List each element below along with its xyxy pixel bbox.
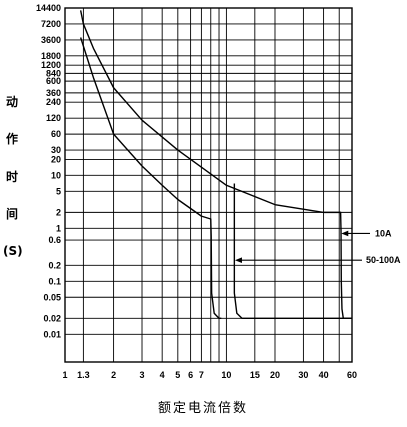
x-tick-label-14: 40 xyxy=(319,370,329,380)
y-tick-label-3: 1800 xyxy=(41,51,61,61)
y-axis-label-char-4: 间 xyxy=(6,207,19,221)
y-tick-label-8: 240 xyxy=(46,97,61,107)
series-line-1 xyxy=(79,10,352,320)
x-axis-title: 额定电流倍数 xyxy=(158,401,249,416)
x-tick-label-6: 6 xyxy=(188,370,193,380)
y-axis-label-unit: (S) xyxy=(3,244,23,258)
x-tick-label-11: 15 xyxy=(250,370,260,380)
y-tick-label-20: 0.05 xyxy=(43,292,61,302)
y-tick-label-21: 0.02 xyxy=(43,313,61,323)
annotations: 10A 50-100A xyxy=(234,228,401,265)
x-tick-label-10: 10 xyxy=(221,370,231,380)
x-tick-label-13: 30 xyxy=(298,370,308,380)
y-tick-label-17: 0.6 xyxy=(48,235,61,245)
x-tick-label-2: 2 xyxy=(111,370,116,380)
annotation-label-1: 10A xyxy=(375,228,392,238)
y-axis-label-char-1: 动 xyxy=(6,95,19,109)
x-tick-label-5: 5 xyxy=(175,370,180,380)
y-tick-label-11: 30 xyxy=(51,145,61,155)
plot-frame xyxy=(64,7,353,363)
y-tick-label-15: 2 xyxy=(56,207,61,217)
x-tick-label-0: 1 xyxy=(62,370,67,380)
y-tick-label-19: 0.1 xyxy=(48,276,61,286)
y-axis-label-char-2: 作 xyxy=(6,132,19,146)
series-lines xyxy=(79,10,352,320)
y-tick-label-16: 1 xyxy=(56,223,61,233)
y-tick-label-2: 3600 xyxy=(41,35,61,45)
x-tick-label-12: 20 xyxy=(270,370,280,380)
y-tick-label-14: 5 xyxy=(56,186,61,196)
y-tick-label-18: 0.2 xyxy=(48,260,61,270)
grid xyxy=(65,8,352,362)
series-line-3 xyxy=(233,183,352,320)
x-tick-label-16: 60 xyxy=(347,370,357,380)
y-tick-label-0: 14400 xyxy=(36,3,61,13)
y-tick-label-22: 0.01 xyxy=(43,329,61,339)
y-tick-label-7: 360 xyxy=(46,88,61,98)
y-tick-label-9: 120 xyxy=(46,113,61,123)
y-tick-label-5: 840 xyxy=(46,68,61,78)
y-tick-label-4: 1200 xyxy=(41,60,61,70)
x-tick-label-4: 4 xyxy=(160,370,165,380)
y-tick-label-6: 600 xyxy=(46,76,61,86)
x-tick-label-7: 7 xyxy=(199,370,204,380)
y-axis-label-char-3: 时 xyxy=(6,170,19,184)
x-tick-label-3: 3 xyxy=(140,370,145,380)
axes: 1 1.3 2 3 4 5 6 7 10 15 20 30 40 60144007200360018001… xyxy=(36,3,357,380)
y-tick-label-13: 10 xyxy=(51,170,61,180)
x-tick-label-1: 1.3 xyxy=(77,370,90,380)
y-tick-label-1: 7200 xyxy=(41,19,61,29)
y-tick-label-12: 20 xyxy=(51,154,61,164)
series-line-2 xyxy=(79,37,222,320)
y-tick-label-10: 60 xyxy=(51,129,61,139)
annotation-label-2: 50-100A xyxy=(366,255,401,265)
annotation-arrow-2 xyxy=(234,257,242,264)
annotation-arrow-1 xyxy=(341,230,349,237)
